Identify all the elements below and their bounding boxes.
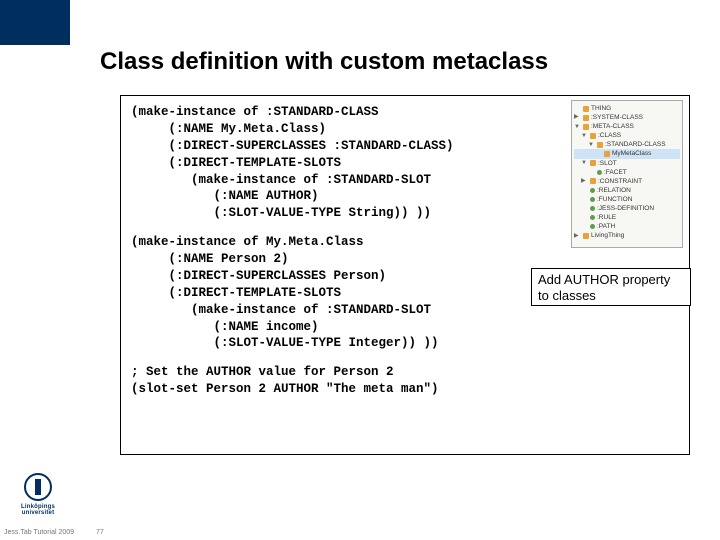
class-icon — [590, 133, 596, 139]
tree-arrow-icon: ▼ — [581, 159, 588, 167]
seal-icon — [24, 473, 52, 501]
tree-arrow-icon: ▼ — [588, 141, 595, 149]
code-block-3: ; Set the AUTHOR value for Person 2 (slo… — [131, 364, 679, 398]
tree-item: :PATH — [574, 222, 680, 231]
tree-label: :SLOT — [598, 159, 617, 168]
tree-label: THING — [591, 104, 611, 113]
left-stripe — [0, 0, 70, 540]
callout-box: Add AUTHOR property to classes — [531, 268, 691, 306]
tree-item: ▶ :CONSTRAINT — [574, 177, 680, 186]
tree-arrow-icon: ▶ — [581, 177, 588, 185]
class-icon — [590, 160, 596, 166]
tree-label: :CLASS — [598, 131, 621, 140]
dot-icon — [590, 224, 595, 229]
dot-icon — [590, 215, 595, 220]
tree-label: :FUNCTION — [597, 195, 632, 204]
class-icon — [590, 178, 596, 184]
tree-arrow-icon: ▼ — [574, 123, 581, 131]
tree-arrow-icon: ▶ — [574, 232, 581, 240]
tree-item: ▶ LivingThing — [574, 231, 680, 240]
page-title: Class definition with custom metaclass — [100, 48, 548, 76]
tree-label: :META-CLASS — [591, 122, 634, 131]
tree-item: :RULE — [574, 213, 680, 222]
tree-label: MyMetaClass — [612, 149, 651, 158]
tree-label: :RULE — [597, 213, 616, 222]
class-icon — [604, 151, 610, 157]
tree-label: :FACET — [604, 168, 627, 177]
tree-label: :STANDARD-CLASS — [605, 140, 666, 149]
footer-text: Jess.Tab Tutorial 2009 — [4, 529, 74, 536]
dot-icon — [590, 206, 595, 211]
dot-icon — [590, 188, 595, 193]
tree-item: ▼ :STANDARD-CLASS — [574, 140, 680, 149]
page-number: 77 — [96, 529, 104, 536]
university-name: Linköpings universitet — [8, 504, 68, 516]
tree-item: MyMetaClass — [574, 149, 680, 158]
tree-item: :FUNCTION — [574, 195, 680, 204]
tree-arrow-icon: ▶ — [574, 113, 581, 121]
class-icon — [583, 124, 589, 130]
tree-item: :RELATION — [574, 186, 680, 195]
tree-item: ▶ :SYSTEM-CLASS — [574, 113, 680, 122]
university-logo: Linköpings universitet — [8, 473, 68, 516]
tree-arrow-icon: ▼ — [581, 132, 588, 140]
tree-label: :CONSTRAINT — [598, 177, 642, 186]
tree-item: ▼ :SLOT — [574, 159, 680, 168]
tree-label: :SYSTEM-CLASS — [591, 113, 643, 122]
class-tree-panel: THING▶:SYSTEM-CLASS▼:META-CLASS▼:CLASS▼:… — [571, 100, 683, 248]
tree-item: ▼ :META-CLASS — [574, 122, 680, 131]
tree-item: ▼ :CLASS — [574, 131, 680, 140]
tree-label: :RELATION — [597, 186, 631, 195]
class-icon — [583, 115, 589, 121]
tree-label: :JESS-DEFINITION — [597, 204, 654, 213]
class-icon — [583, 106, 589, 112]
code-box: (make-instance of :STANDARD-CLASS (:NAME… — [120, 95, 690, 455]
footer: Jess.Tab Tutorial 2009 77 — [4, 529, 104, 536]
tree-item: :FACET — [574, 168, 680, 177]
tree-label: :PATH — [597, 222, 615, 231]
tree-label: LivingThing — [591, 231, 624, 240]
class-icon — [597, 142, 603, 148]
class-icon — [583, 233, 589, 239]
dot-icon — [597, 170, 602, 175]
tree-item: :JESS-DEFINITION — [574, 204, 680, 213]
brand-block — [0, 0, 70, 45]
dot-icon — [590, 197, 595, 202]
tree-item: THING — [574, 104, 680, 113]
